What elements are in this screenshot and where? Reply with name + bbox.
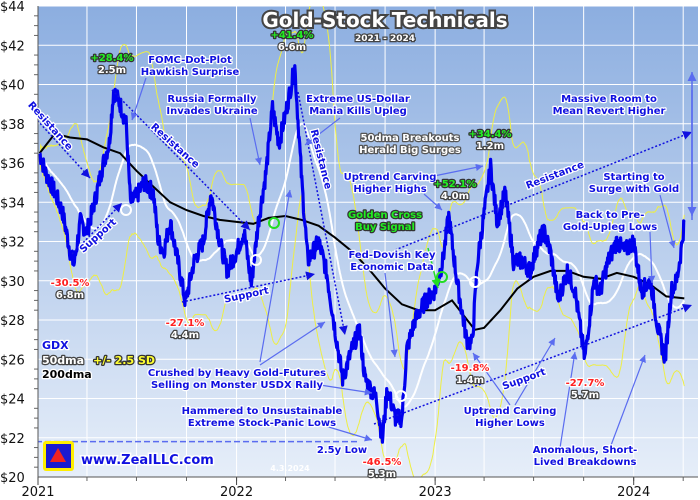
- trough-loss-label: -27.1%: [166, 318, 205, 329]
- gdx-price-line: [38, 64, 686, 444]
- higher-lows-label: Higher Lows: [475, 418, 545, 429]
- trough-duration-label: 5.7m: [571, 390, 599, 401]
- higher-lows-label: Uptrend Carving: [464, 406, 557, 417]
- y-tick-label: $40: [0, 79, 25, 94]
- y-tick-label: $30: [0, 275, 25, 290]
- massive-room-label: Massive Room to: [561, 94, 657, 105]
- higher-highs-label: Uptrend Carving: [344, 172, 437, 183]
- x-tick-label: 2024: [617, 485, 650, 500]
- crushed-label: Selling on Monster USDX Rally: [151, 380, 323, 391]
- chart-subtitle: 2021 - 2024: [355, 34, 415, 44]
- trough-duration-label: 1.4m: [456, 375, 484, 386]
- fed-dovish-label: Fed-Dovish Key: [348, 250, 436, 261]
- y-tick-label: $28: [0, 314, 25, 329]
- peak-duration-label: 6.6m: [278, 42, 306, 53]
- usd-label: Extreme US-Dollar: [306, 94, 410, 105]
- x-tick-label: 2022: [220, 485, 253, 500]
- y-tick-label: $22: [0, 432, 25, 447]
- starting-surge-label: Starting to: [603, 172, 664, 183]
- hammered-label: Hammered to Unsustainable: [182, 406, 343, 417]
- russia-label: Invades Ukraine: [166, 106, 257, 117]
- y-tick-label: $24: [0, 393, 25, 408]
- y-tick-label: $34: [0, 196, 25, 211]
- y-tick-label: $20: [0, 471, 25, 486]
- y-tick-label: $26: [0, 353, 25, 368]
- support-trendline: [181, 271, 316, 303]
- breakouts-label: 50dma Breakouts: [361, 133, 460, 144]
- fomc-label: Hawkish Surprise: [141, 67, 240, 78]
- reference-line-label: 2.5y Low: [317, 445, 367, 456]
- russia-label: Russia Formally: [167, 94, 257, 105]
- chart-date: 4.3.2024: [270, 464, 310, 473]
- zeal-logo: [43, 441, 74, 471]
- resistance-trendline: [297, 91, 348, 336]
- golden-cross-marker: [268, 217, 280, 229]
- higher-highs-label: Higher Highs: [353, 184, 426, 195]
- y-axis: $20 $22 $24 $26 $28 $30 $32 $34 $36 $38 $40 $42 $44: [0, 0, 38, 486]
- trough-loss-label: -19.8%: [451, 363, 490, 374]
- legend-50dma: 50dma: [42, 354, 84, 367]
- legend-gdx: GDX: [42, 339, 69, 352]
- y-tick-label: $44: [0, 0, 25, 15]
- grid: [37, 5, 698, 478]
- fed-dovish-label: Economic Data: [350, 262, 433, 273]
- resistance-trendline: [394, 131, 693, 251]
- trough-duration-label: 4.4m: [171, 330, 199, 341]
- x-axis: 2021 2022 2023 2024: [21, 477, 684, 500]
- peak-gain-label: +34.4%: [468, 129, 511, 140]
- x-tick-label: 2021: [21, 485, 54, 500]
- legend-bands: +/- 2.5 SD: [93, 354, 155, 367]
- golden-cross-marker: [436, 271, 448, 283]
- starting-surge-label: Surge with Gold: [589, 184, 679, 195]
- breakout-marker: [395, 390, 407, 402]
- peak-gain-label: +28.4%: [90, 53, 133, 64]
- breakout-marker: [250, 254, 262, 266]
- hammered-label: Extreme Stock-Panic Lows: [188, 418, 336, 429]
- peak-duration-label: 2.5m: [98, 65, 126, 76]
- anomalous-label: Anomalous, Short-: [533, 445, 638, 456]
- chart-title: Gold-Stock Technicals: [262, 8, 507, 32]
- crushed-label: Crushed by Heavy Gold-Futures: [148, 368, 326, 379]
- fomc-label: FOMC-Dot-Plot: [148, 55, 232, 66]
- y-tick-label: $36: [0, 157, 25, 172]
- trough-duration-label: 6.8m: [56, 290, 84, 301]
- back-to-lows-label: Gold-Upleg Lows: [563, 222, 657, 233]
- peak-duration-label: 4.0m: [441, 191, 469, 202]
- lower-band-line: [39, 153, 685, 477]
- golden-cross-label: Golden Cross: [348, 210, 422, 221]
- trough-loss-label: -27.7%: [566, 378, 605, 389]
- anomalous-label: Lived Breakdowns: [534, 457, 637, 468]
- legend-200dma: 200dma: [42, 368, 92, 381]
- back-to-lows-label: Back to Pre-: [576, 210, 645, 221]
- trough-loss-label: -46.5%: [363, 457, 402, 468]
- legend: GDX 50dma +/- 2.5 SD 200dma: [41, 338, 157, 383]
- x-tick-label: 2023: [419, 485, 452, 500]
- y-tick-label: $32: [0, 236, 25, 251]
- website-link[interactable]: www.ZealLLC.com: [80, 452, 216, 470]
- usd-label: Mania Kills Upleg: [309, 106, 407, 117]
- y-tick-label: $38: [0, 118, 25, 133]
- peak-duration-label: 1.2m: [476, 141, 504, 152]
- resistance-trendline: [38, 119, 91, 179]
- annotation-pointers: [130, 77, 676, 449]
- trough-loss-label: -30.5%: [51, 278, 90, 289]
- y-tick-label: $42: [0, 39, 25, 54]
- breakouts-label: Herald Big Surges: [359, 145, 461, 156]
- massive-room-label: Mean Revert Higher: [553, 106, 666, 117]
- support-trendline: [373, 303, 693, 425]
- trough-duration-label: 5.3m: [368, 469, 396, 480]
- breakout-marker: [120, 204, 132, 216]
- golden-cross-label: Buy Signal: [355, 222, 415, 233]
- upper-band-line: [39, 6, 685, 371]
- peak-gain-label: +41.4%: [270, 30, 313, 41]
- peak-gain-label: +52.1%: [433, 179, 476, 190]
- golden-cross-pointer: [427, 247, 441, 289]
- breakout-marker: [469, 276, 481, 288]
